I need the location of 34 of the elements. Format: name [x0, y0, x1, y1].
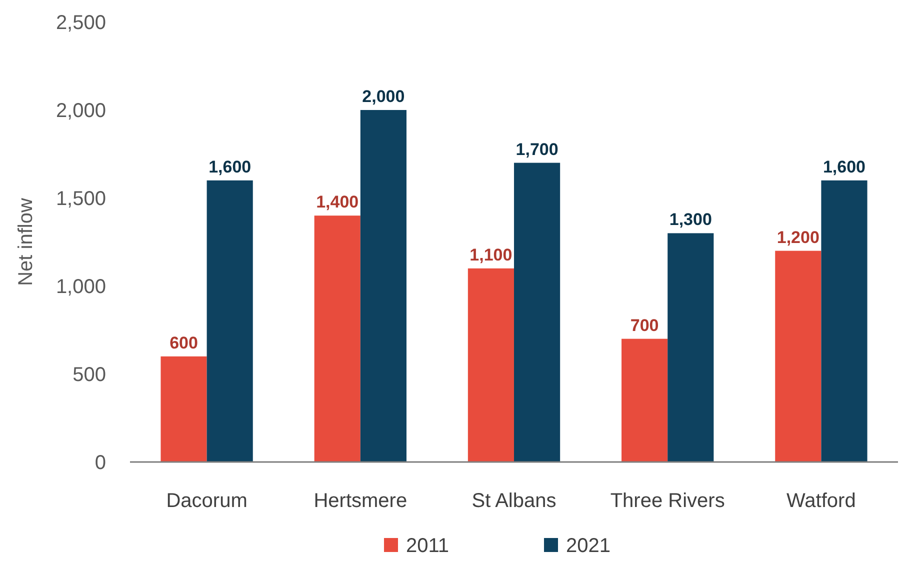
- y-tick-label: 1,500: [56, 188, 106, 210]
- legend-label: 2021: [566, 535, 610, 557]
- bar: [821, 180, 868, 462]
- x-tick-label: St Albans: [472, 490, 556, 512]
- x-tick-label: Watford: [786, 490, 856, 512]
- bar: [468, 268, 514, 462]
- data-label: 1,100: [470, 245, 512, 264]
- data-label: 1,400: [316, 192, 359, 212]
- legend-label: 2011: [406, 535, 450, 557]
- data-label: 600: [170, 333, 198, 352]
- data-label: 2,000: [362, 87, 405, 106]
- x-tick-label: Hertsmere: [314, 490, 408, 512]
- bar: [160, 356, 207, 462]
- data-label: 700: [630, 316, 659, 335]
- data-label: 1,300: [669, 210, 712, 230]
- bar: [206, 180, 253, 462]
- y-tick-label: 500: [72, 364, 106, 386]
- y-tick-label: 0: [94, 452, 106, 474]
- data-label: 1,700: [516, 140, 558, 159]
- x-tick-label: Dacorum: [166, 490, 248, 512]
- bar: [775, 250, 822, 462]
- bar: [622, 338, 668, 462]
- data-label: 1,200: [776, 228, 820, 247]
- y-axis-title: Net inflow: [15, 198, 37, 286]
- x-tick-label: Three Rivers: [610, 490, 725, 512]
- bar: [360, 110, 406, 462]
- y-tick-label: 2,000: [56, 100, 106, 122]
- bar: [668, 233, 714, 462]
- y-tick-label: 1,000: [56, 276, 106, 298]
- y-tick-label: 2,500: [56, 12, 106, 34]
- data-label: 1,600: [822, 157, 866, 176]
- data-label: 1,600: [208, 157, 252, 176]
- bar: [514, 162, 560, 462]
- bar: [314, 216, 360, 462]
